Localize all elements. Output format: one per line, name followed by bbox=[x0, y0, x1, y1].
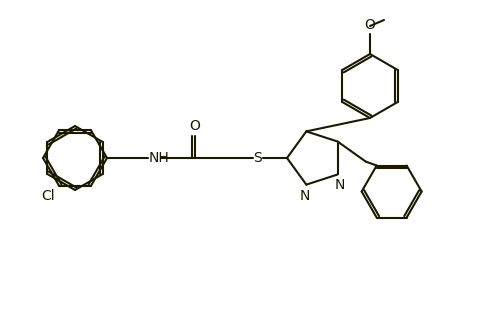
Text: N: N bbox=[299, 189, 310, 203]
Text: NH: NH bbox=[149, 151, 170, 165]
Text: Cl: Cl bbox=[41, 189, 55, 203]
Text: O: O bbox=[364, 18, 376, 32]
Text: S: S bbox=[254, 151, 262, 165]
Text: O: O bbox=[190, 119, 200, 133]
Text: N: N bbox=[334, 179, 345, 192]
